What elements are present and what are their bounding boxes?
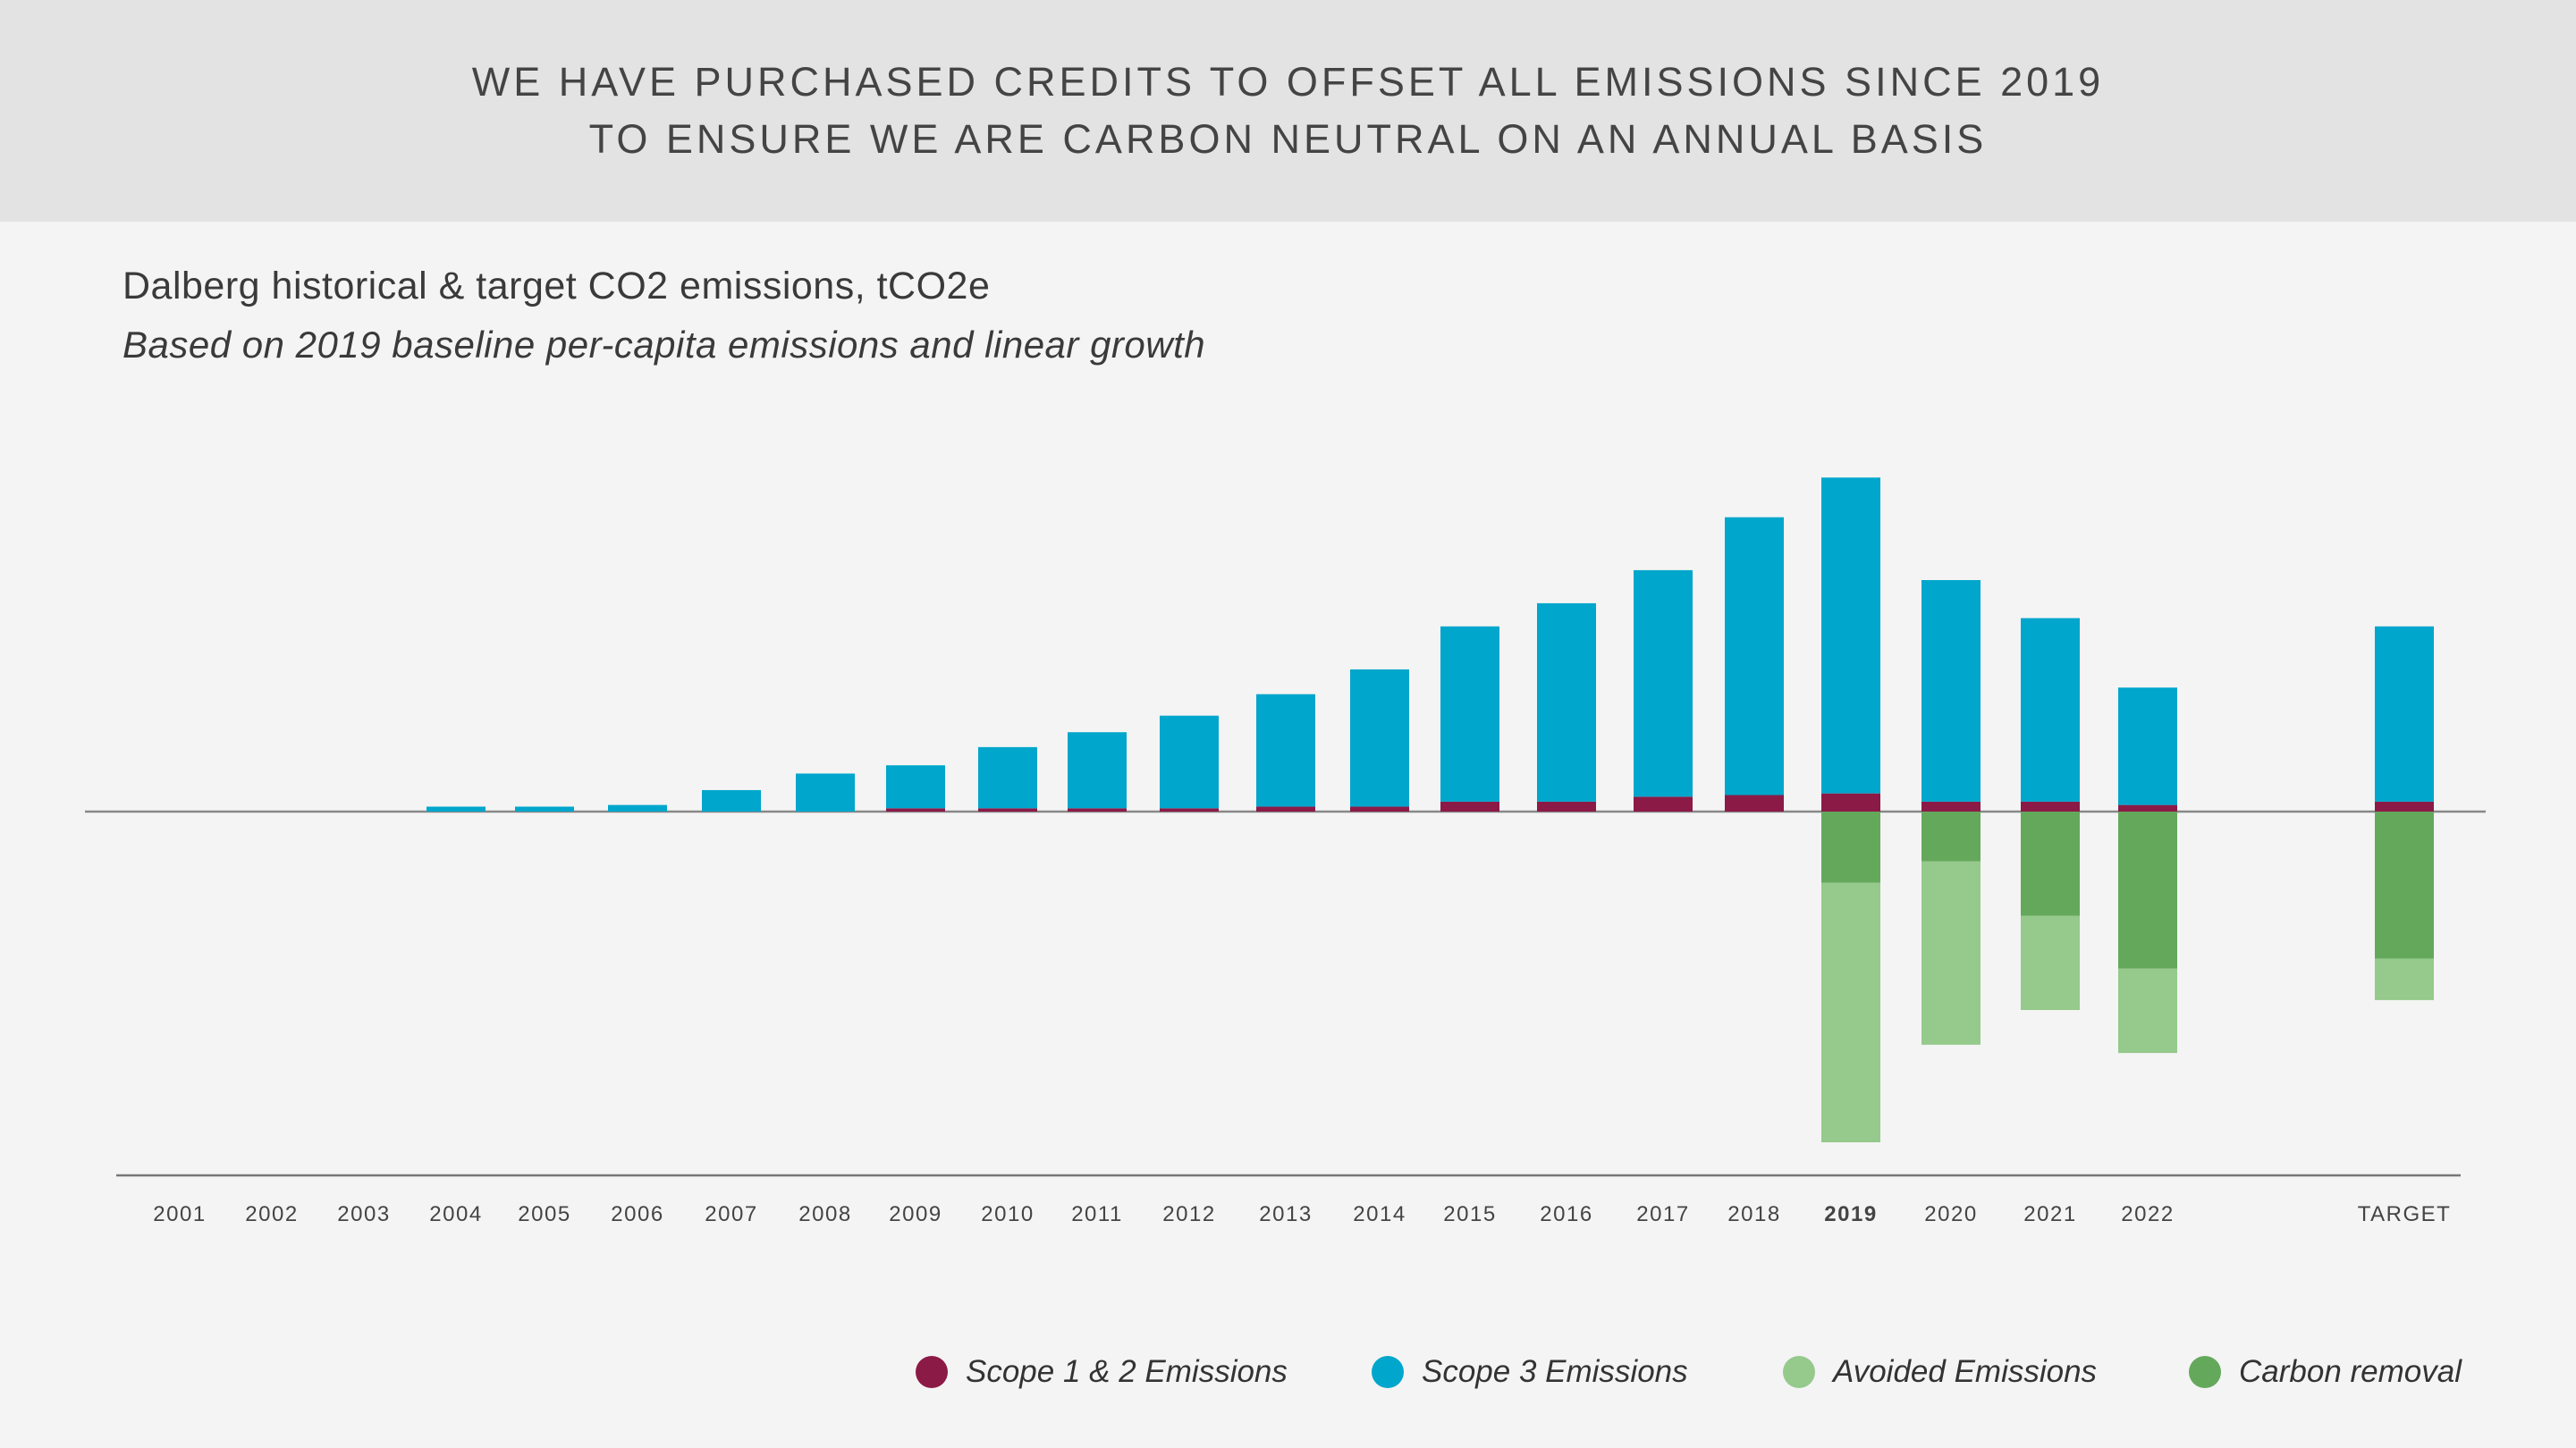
legend-swatch-scope-1-2-emissions [916,1356,948,1388]
legend-label-scope-3-emissions: Scope 3 Emissions [1422,1354,1688,1389]
bar-scope-1-2-emissions-2018 [1725,795,1784,812]
bar-avoided-emissions-2021 [2021,915,2080,1010]
bar-carbon-removal-2022 [2118,812,2177,969]
bar-scope-1-2-emissions-target [2375,801,2434,812]
x-tick-label-2007: 2007 [705,1202,757,1226]
x-tick-label-2005: 2005 [518,1202,570,1226]
bar-scope-3-emissions-2015 [1440,626,1499,802]
bar-scope-1-2-emissions-2010 [978,808,1037,812]
x-tick-label-2001: 2001 [153,1202,206,1226]
x-tick-label-2014: 2014 [1353,1202,1406,1226]
bar-scope-3-emissions-2021 [2021,618,2080,802]
bar-scope-1-2-emissions-2016 [1537,801,1596,812]
bar-scope-3-emissions-2016 [1537,602,1596,802]
bar-scope-3-emissions-2006 [608,804,667,812]
chart-subtitle: Based on 2019 baseline per-capita emissi… [122,324,1206,366]
bar-scope-1-2-emissions-2014 [1350,806,1409,812]
bar-scope-3-emissions-target [2375,626,2434,802]
bar-scope-3-emissions-2008 [796,773,855,812]
chart-legend: Scope 1 & 2 Emissions Scope 3 Emissions Av… [0,1354,2576,1399]
x-tick-label-2017: 2017 [1636,1202,1689,1226]
bar-scope-1-2-emissions-2009 [886,808,945,812]
x-tick-label-2006: 2006 [611,1202,663,1226]
bar-avoided-emissions-target [2375,958,2434,1000]
legend-swatch-scope-3-emissions [1372,1356,1404,1388]
x-tick-label-2004: 2004 [429,1202,482,1226]
header-banner: WE HAVE PURCHASED CREDITS TO OFFSET ALL … [0,0,2576,222]
bar-scope-3-emissions-2009 [886,765,945,809]
bar-scope-1-2-emissions-2012 [1160,808,1219,812]
x-tick-label-2011: 2011 [1071,1202,1123,1226]
legend-label-avoided-emissions: Avoided Emissions [1833,1354,2098,1389]
bar-scope-3-emissions-2012 [1160,715,1219,809]
x-tick-label-2015: 2015 [1443,1202,1496,1226]
chart-title: Dalberg historical & target CO2 emission… [122,265,991,307]
x-tick-label-2021: 2021 [2023,1202,2076,1226]
legend-item-scope-1-2-emissions: Scope 1 & 2 Emissions [916,1354,1288,1390]
bar-scope-1-2-emissions-2021 [2021,801,2080,812]
legend-swatch-carbon-removal [2189,1356,2221,1388]
bar-avoided-emissions-2019 [1821,882,1880,1142]
bar-scope-1-2-emissions-2020 [1921,801,1981,812]
bar-scope-1-2-emissions-2013 [1256,806,1315,812]
bar-scope-3-emissions-2020 [1921,580,1981,802]
bar-scope-1-2-emissions-2015 [1440,801,1499,812]
bar-scope-3-emissions-2004 [427,806,486,812]
legend-item-avoided-emissions: Avoided Emissions [1783,1354,2097,1390]
bar-scope-3-emissions-2017 [1634,569,1693,797]
legend-swatch-avoided-emissions [1783,1356,1815,1388]
x-tick-label-2010: 2010 [981,1202,1034,1226]
x-tick-label-2008: 2008 [798,1202,851,1226]
bar-scope-3-emissions-2022 [2118,687,2177,805]
x-tick-label-2018: 2018 [1727,1202,1780,1226]
x-tick-label-2019: 2019 [1824,1202,1877,1226]
x-tick-label-target: TARGET [2358,1202,2452,1226]
bar-scope-3-emissions-2019 [1821,477,1880,794]
bar-scope-3-emissions-2011 [1068,732,1127,809]
bar-scope-3-emissions-2018 [1725,517,1784,796]
bar-scope-1-2-emissions-2011 [1068,808,1127,812]
x-tick-label-2020: 2020 [1924,1202,1977,1226]
legend-label-carbon-removal: Carbon removal [2239,1354,2462,1389]
bar-scope-1-2-emissions-2017 [1634,796,1693,812]
bar-scope-3-emissions-2010 [978,746,1037,809]
bar-avoided-emissions-2020 [1921,861,1981,1045]
bar-avoided-emissions-2022 [2118,968,2177,1054]
header-line-1: WE HAVE PURCHASED CREDITS TO OFFSET ALL … [471,59,2105,105]
x-tick-label-2012: 2012 [1162,1202,1215,1226]
header-line-2: TO ENSURE WE ARE CARBON NEUTRAL ON AN AN… [588,116,1988,162]
legend-item-carbon-removal: Carbon removal [2189,1354,2462,1390]
bar-carbon-removal-2019 [1821,812,1880,883]
bar-scope-1-2-emissions-2022 [2118,804,2177,812]
bar-carbon-removal-2021 [2021,812,2080,916]
bar-scope-3-emissions-2007 [702,789,761,812]
bar-scope-3-emissions-2005 [515,806,574,812]
legend-item-scope-3-emissions: Scope 3 Emissions [1372,1354,1688,1390]
x-tick-label-2009: 2009 [889,1202,942,1226]
x-tick-label-2016: 2016 [1540,1202,1592,1226]
bar-carbon-removal-2020 [1921,812,1981,862]
bar-carbon-removal-target [2375,812,2434,959]
x-tick-label-2003: 2003 [337,1202,390,1226]
x-tick-label-2002: 2002 [245,1202,298,1226]
x-tick-label-2022: 2022 [2121,1202,2174,1226]
bar-scope-1-2-emissions-2019 [1821,793,1880,812]
bar-scope-3-emissions-2014 [1350,669,1409,807]
legend-label-scope-1-2-emissions: Scope 1 & 2 Emissions [966,1354,1288,1389]
bar-scope-3-emissions-2013 [1256,694,1315,807]
x-tick-label-2013: 2013 [1259,1202,1312,1226]
